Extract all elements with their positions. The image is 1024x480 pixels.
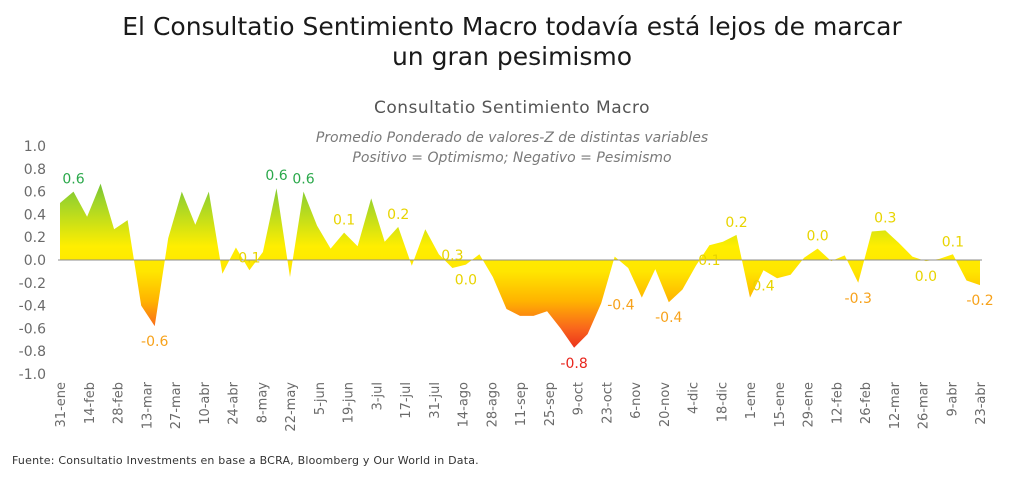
x-tick-label: 18-dic — [715, 382, 730, 422]
data-label: 0.2 — [725, 215, 747, 231]
y-axis: 1.0 0.8 0.6 0.4 0.2 0.0 -0.2 -0.4 -0.6 -0.8 -1.0 — [19, 139, 46, 383]
data-label: -0.3 — [845, 291, 872, 307]
x-tick-label: 23-abr — [974, 381, 989, 424]
data-label: 0.3 — [441, 248, 463, 264]
x-tick-label: 26-feb — [859, 382, 874, 424]
y-tick-label: -0.4 — [19, 299, 46, 315]
y-tick-label: 0.8 — [24, 162, 46, 178]
data-label: 0.0 — [806, 229, 828, 245]
data-label: 0.1 — [942, 234, 964, 250]
data-label: 0.3 — [874, 210, 896, 226]
data-label: -0.6 — [141, 334, 168, 350]
y-tick-label: 1.0 — [24, 139, 46, 155]
y-tick-label: 0.0 — [24, 253, 46, 269]
source-note: Fuente: Consultatio Investments en base … — [12, 454, 479, 467]
data-label: -0.4 — [607, 297, 634, 313]
x-tick-label: 13-mar — [140, 381, 155, 429]
data-label: -0.2 — [966, 293, 993, 309]
x-tick-label: 5-jun — [313, 382, 328, 415]
x-tick-label: 23-oct — [600, 382, 615, 424]
x-tick-label: 31-jul — [428, 382, 443, 419]
x-tick-label: 12-feb — [830, 382, 845, 424]
y-tick-label: -0.6 — [19, 321, 46, 337]
y-tick-label: -1.0 — [19, 367, 46, 383]
data-label: 0.1 — [333, 213, 355, 229]
x-tick-label: 22-may — [284, 382, 299, 432]
x-tick-label: 14-feb — [83, 382, 98, 424]
x-tick-label: 14-ago — [457, 382, 472, 427]
x-tick-label: 26-mar — [917, 381, 932, 429]
title-line-2: un gran pesimismo — [391, 42, 633, 71]
data-label: 0.1 — [238, 250, 260, 266]
data-label: -0.4 — [655, 310, 682, 326]
x-tick-label: 19-jun — [342, 382, 357, 423]
data-label: 0.6 — [62, 172, 84, 188]
chart-subtitle-2: Positivo = Optimismo; Negativo = Pesimis… — [352, 150, 671, 166]
x-tick-label: 25-sep — [543, 382, 558, 426]
data-label: -0.8 — [560, 356, 587, 372]
x-tick-label: 9-abr — [945, 381, 960, 416]
y-tick-label: -0.8 — [19, 344, 46, 360]
y-tick-label: 0.4 — [24, 207, 46, 223]
x-axis: 31-ene 14-feb 28-feb 13-mar 27-mar 10-abr 24-a… — [54, 381, 989, 431]
title-line-1: El Consultatio Sentimiento Macro todavía… — [122, 12, 902, 41]
x-tick-label: 24-abr — [227, 381, 242, 424]
x-tick-label: 10-abr — [198, 381, 213, 424]
data-label: 0.0 — [915, 269, 937, 285]
x-tick-label: 4-dic — [687, 382, 702, 414]
sentiment-area — [60, 183, 980, 348]
x-tick-label: 29-ene — [802, 382, 817, 427]
data-label: 0.6 — [265, 168, 287, 184]
data-label: 0.1 — [698, 253, 720, 269]
plot-area — [58, 183, 982, 348]
x-tick-label: 3-jul — [370, 382, 385, 410]
data-label: 0.2 — [387, 207, 409, 223]
x-tick-label: 27-mar — [169, 381, 184, 429]
page-title: El Consultatio Sentimiento Macro todavía… — [0, 12, 1024, 72]
chart-title: Consultatio Sentimiento Macro — [374, 98, 650, 118]
x-tick-label: 9-oct — [572, 382, 587, 415]
x-tick-label: 31-ene — [54, 382, 69, 427]
chart-subtitle-1: Promedio Ponderado de valores-Z de disti… — [316, 130, 708, 146]
x-tick-label: 28-ago — [485, 382, 500, 427]
x-tick-label: 6-nov — [629, 382, 644, 419]
x-tick-label: 12-mar — [888, 381, 903, 429]
y-tick-label: 0.2 — [24, 230, 46, 246]
data-labels: 0.6 -0.6 0.6 0.1 0.6 0.1 0.2 0.3 0.0 -0.8 -0.4 -0.4… — [62, 168, 993, 372]
y-tick-label: 0.6 — [24, 185, 46, 201]
x-tick-label: 17-jul — [399, 382, 414, 419]
x-tick-label: 11-sep — [514, 382, 529, 426]
x-tick-label: 28-feb — [112, 382, 127, 424]
data-label: 0.0 — [455, 273, 477, 289]
y-tick-label: -0.2 — [19, 276, 46, 292]
x-tick-label: 8-may — [255, 382, 270, 424]
x-tick-label: 1-ene — [744, 382, 759, 419]
x-tick-label: 20-nov — [658, 382, 673, 427]
data-label: 0.6 — [292, 172, 314, 188]
data-label: 0.4 — [752, 278, 774, 294]
x-tick-label: 15-ene — [773, 382, 788, 427]
